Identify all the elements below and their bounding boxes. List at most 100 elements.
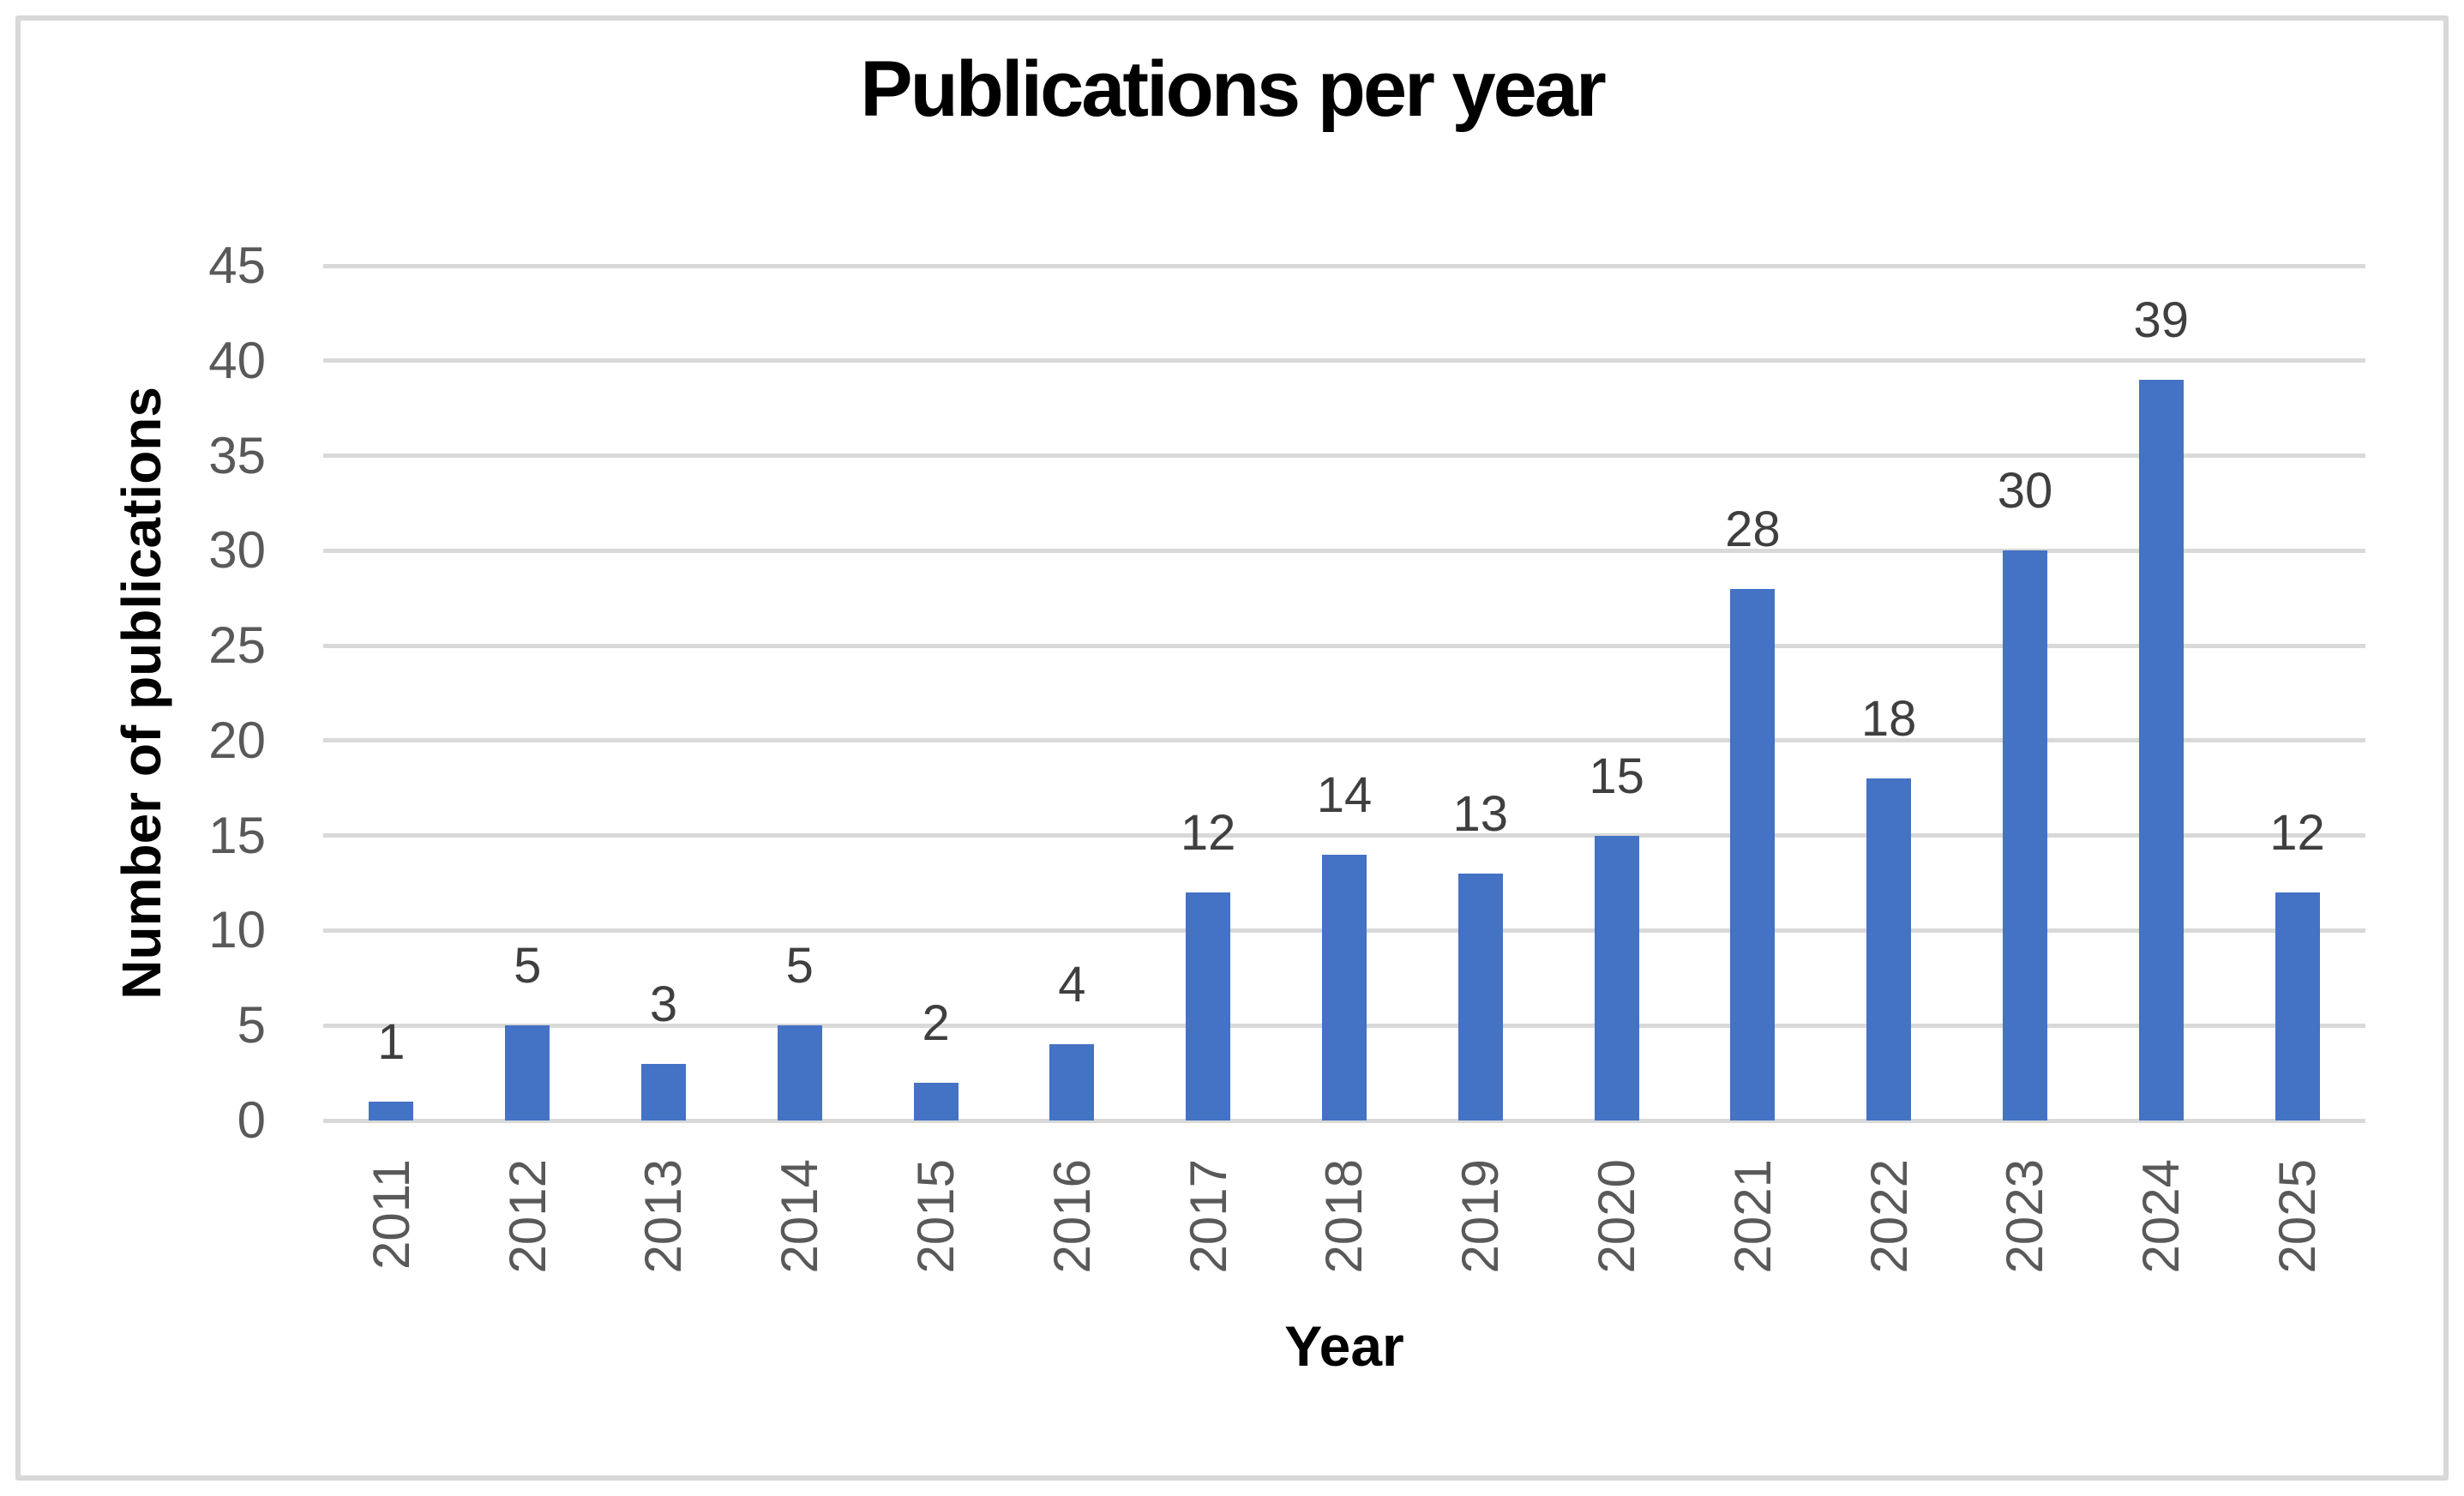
gridline: [323, 738, 2365, 743]
bar-slot: 13: [1412, 266, 1548, 1120]
x-tick-label: 2025: [2269, 1159, 2327, 1274]
chart-frame-border: [15, 15, 2449, 1481]
gridline: [323, 454, 2365, 459]
x-tick-label: 2015: [907, 1159, 965, 1274]
y-tick-label: 20: [208, 711, 266, 769]
bar-value-label: 14: [1316, 766, 1373, 823]
bar-slot: 12: [2229, 266, 2365, 1120]
y-tick-label: 30: [208, 521, 266, 580]
bar-slot: 18: [1821, 266, 1957, 1120]
x-tick-cell: 2025: [2229, 1159, 2365, 1305]
bar-value-label: 2: [922, 994, 950, 1051]
bar-series: 1 5 3 5 2 4 12 14 13 15 28 18 30 39 12: [323, 266, 2365, 1120]
bar-2021: [1730, 588, 1776, 1120]
bar-value-label: 12: [1180, 805, 1236, 862]
x-axis-tick-labels: 2011 2012 2013 2014 2015 2016 2017 2018 2019 2020…: [323, 1159, 2365, 1305]
bar-slot: 5: [731, 266, 868, 1120]
x-tick-cell: 2023: [1957, 1159, 2094, 1305]
bar-slot: 5: [460, 266, 596, 1120]
bar-slot: 39: [2093, 266, 2229, 1120]
bar-2016: [1049, 1044, 1095, 1120]
x-tick-cell: 2024: [2093, 1159, 2229, 1305]
bar-slot: 3: [596, 266, 732, 1120]
bar-2024: [2138, 379, 2184, 1120]
bar-slot: 1: [323, 266, 460, 1120]
x-tick-cell: 2016: [1004, 1159, 1140, 1305]
x-tick-cell: 2014: [731, 1159, 868, 1305]
gridline: [323, 263, 2365, 268]
y-tick-label: 25: [208, 616, 266, 675]
bar-value-label: 5: [785, 938, 814, 994]
x-tick-cell: 2021: [1685, 1159, 1821, 1305]
x-tick-cell: 2019: [1412, 1159, 1548, 1305]
bar-slot: 14: [1277, 266, 1413, 1120]
y-axis-title-container: Number of publications: [103, 266, 180, 1120]
bar-slot: 30: [1957, 266, 2094, 1120]
x-tick-label: 2011: [362, 1159, 420, 1271]
x-tick-label: 2012: [498, 1159, 556, 1274]
x-tick-label: 2014: [771, 1159, 829, 1274]
x-axis-title: Year: [1284, 1314, 1404, 1378]
bar-value-label: 5: [514, 938, 542, 994]
bar-2020: [1594, 835, 1639, 1120]
x-tick-label: 2018: [1315, 1159, 1373, 1274]
x-tick-label: 2023: [1996, 1159, 2054, 1274]
bar-value-label: 1: [377, 1013, 406, 1070]
gridline: [323, 358, 2365, 363]
bar-2022: [1866, 778, 1912, 1120]
x-tick-label: 2024: [2132, 1159, 2191, 1274]
bar-value-label: 18: [1860, 691, 1917, 748]
bar-2012: [505, 1025, 550, 1120]
x-tick-cell: 2020: [1548, 1159, 1685, 1305]
chart-title: Publications per year: [860, 45, 1607, 133]
bar-slot: 4: [1004, 266, 1140, 1120]
bar-slot: 12: [1140, 266, 1277, 1120]
bar-2011: [369, 1101, 414, 1120]
bar-value-label: 15: [1589, 748, 1644, 804]
y-tick-label: 45: [208, 237, 266, 294]
x-tick-cell: 2017: [1140, 1159, 1277, 1305]
bar-value-label: 28: [1725, 501, 1781, 557]
x-tick-label: 2021: [1723, 1159, 1782, 1274]
bar-2019: [1457, 873, 1503, 1120]
x-tick-cell: 2013: [596, 1159, 732, 1305]
bar-value-label: 4: [1058, 957, 1086, 1013]
x-tick-cell: 2022: [1821, 1159, 1957, 1305]
bar-value-label: 39: [2133, 291, 2190, 348]
y-tick-label: 35: [208, 426, 266, 484]
x-tick-cell: 2011: [323, 1159, 460, 1305]
bar-slot: 15: [1548, 266, 1685, 1120]
bar-slot: 28: [1685, 266, 1821, 1120]
bar-2015: [913, 1082, 959, 1120]
gridline: [323, 833, 2365, 838]
x-tick-label: 2019: [1451, 1159, 1510, 1274]
y-tick-label: 0: [237, 1091, 266, 1149]
bar-value-label: 3: [649, 976, 678, 1032]
y-tick-label: 15: [208, 806, 266, 864]
x-tick-label: 2013: [634, 1159, 693, 1274]
bar-value-label: 12: [2269, 805, 2325, 862]
x-tick-cell: 2012: [460, 1159, 596, 1305]
bar-2023: [2002, 550, 2047, 1120]
x-tick-label: 2016: [1043, 1159, 1101, 1274]
gridline: [323, 548, 2365, 553]
x-axis-line: [323, 1118, 2365, 1123]
x-tick-label: 2020: [1588, 1159, 1646, 1274]
bar-2018: [1321, 854, 1367, 1120]
bar-2014: [777, 1025, 822, 1120]
bar-slot: 2: [868, 266, 1004, 1120]
x-tick-label: 2017: [1179, 1159, 1237, 1274]
x-tick-cell: 2015: [868, 1159, 1004, 1305]
gridline: [323, 643, 2365, 648]
x-tick-cell: 2018: [1277, 1159, 1413, 1305]
bar-2017: [1186, 892, 1231, 1120]
bar-value-label: 30: [1997, 463, 2053, 520]
y-tick-label: 10: [208, 901, 266, 959]
bar-2025: [2275, 892, 2320, 1120]
bar-value-label: 13: [1452, 785, 1509, 842]
bar-2013: [640, 1063, 686, 1120]
plot-area: 1 5 3 5 2 4 12 14 13 15 28 18 30 39 12: [323, 263, 2365, 1123]
y-tick-label: 40: [208, 331, 266, 389]
y-tick-label: 5: [237, 996, 266, 1054]
